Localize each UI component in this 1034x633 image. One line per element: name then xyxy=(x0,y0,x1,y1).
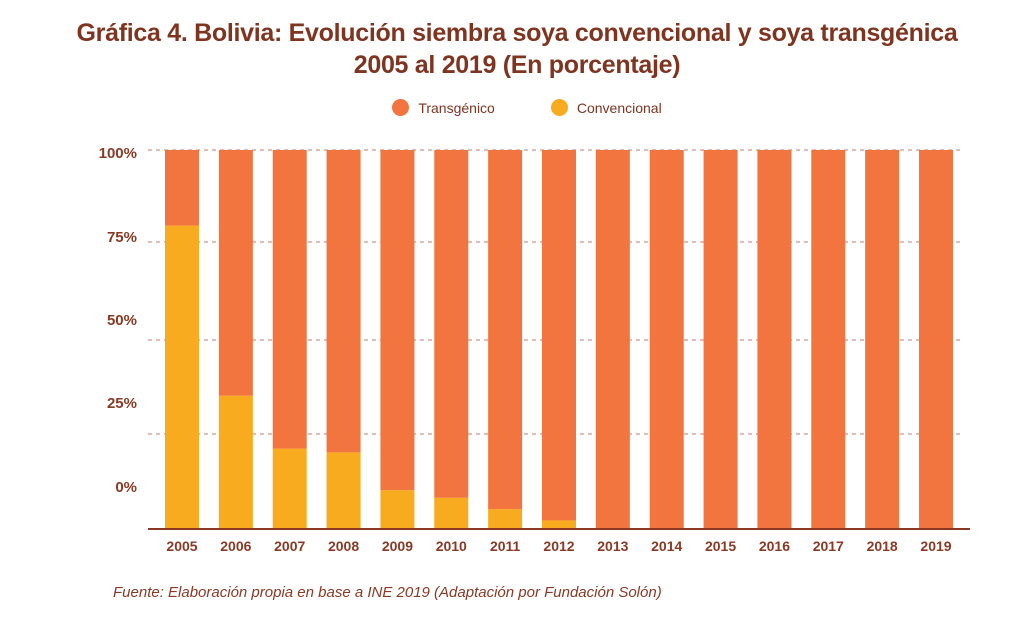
bar-transgénico-2006 xyxy=(218,150,253,396)
x-axis-ticks: 2005 2006 2007 2008 2009 2010 2011 2012 2013 2014… xyxy=(166,538,951,554)
bar-transgénico-2008 xyxy=(326,150,361,453)
y-tick-label: 25% xyxy=(107,395,137,412)
legend-swatch-convencional xyxy=(550,99,568,116)
legend-swatch-transgenico xyxy=(392,99,410,116)
bar-convencional-2010 xyxy=(434,497,469,528)
bar-convencional-2012 xyxy=(542,520,576,528)
x-tick-label: 2013 xyxy=(597,538,628,554)
chart-subtitle: 2005 al 2019 (En porcentaje) xyxy=(353,51,681,79)
x-tick-label: 2017 xyxy=(813,538,844,554)
bar-convencional-2007 xyxy=(272,448,307,528)
legend: Transgénico Convencional xyxy=(0,99,1034,116)
bar-transgénico-2014 xyxy=(649,150,684,528)
chart-title: Gráfica 4. Bolivia: Evolución siembra so… xyxy=(76,19,958,47)
x-tick-label: 2016 xyxy=(759,538,790,554)
bar-convencional-2008 xyxy=(326,452,361,528)
y-tick-label: 50% xyxy=(107,312,137,329)
source-note: Fuente: Elaboración propia en base a INE… xyxy=(113,584,662,601)
bar-transgénico-2015 xyxy=(703,150,738,528)
bars xyxy=(165,150,953,528)
x-tick-label: 2011 xyxy=(490,538,521,554)
x-tick-label: 2009 xyxy=(382,538,413,554)
bar-transgénico-2007 xyxy=(272,150,307,449)
y-tick-label: 0% xyxy=(115,479,137,496)
bar-convencional-2009 xyxy=(380,490,415,528)
bar-convencional-2011 xyxy=(488,509,523,528)
bar-transgénico-2010 xyxy=(434,150,469,498)
x-tick-label: 2006 xyxy=(220,538,251,554)
bar-transgénico-2013 xyxy=(595,150,630,528)
x-tick-label: 2014 xyxy=(651,538,682,554)
x-tick-label: 2007 xyxy=(274,538,305,554)
legend-item-transgenico: Transgénico xyxy=(392,99,495,116)
y-axis-ticks: 100% 75% 50% 25% 0% xyxy=(99,145,137,496)
x-tick-label: 2015 xyxy=(705,538,736,554)
x-tick-label: 2005 xyxy=(166,538,197,554)
bar-transgénico-2018 xyxy=(865,150,900,528)
bar-transgénico-2009 xyxy=(380,150,415,491)
bar-transgénico-2017 xyxy=(811,150,846,528)
legend-label-transgenico: Transgénico xyxy=(418,99,495,116)
bar-convencional-2005 xyxy=(165,225,199,528)
bar-transgénico-2016 xyxy=(757,150,792,528)
x-tick-label: 2012 xyxy=(543,538,574,554)
x-tick-label: 2008 xyxy=(328,538,359,554)
legend-item-convencional: Convencional xyxy=(550,99,662,116)
legend-label-convencional: Convencional xyxy=(576,99,662,116)
bar-transgénico-2019 xyxy=(919,150,953,528)
bar-transgénico-2012 xyxy=(542,150,576,521)
y-tick-label: 100% xyxy=(99,145,137,162)
x-tick-label: 2010 xyxy=(436,538,467,554)
bar-convencional-2006 xyxy=(218,395,253,528)
bar-transgénico-2011 xyxy=(488,150,523,510)
x-tick-label: 2019 xyxy=(920,538,951,554)
y-tick-label: 75% xyxy=(107,229,137,246)
bar-transgénico-2005 xyxy=(165,150,199,226)
x-tick-label: 2018 xyxy=(867,538,898,554)
